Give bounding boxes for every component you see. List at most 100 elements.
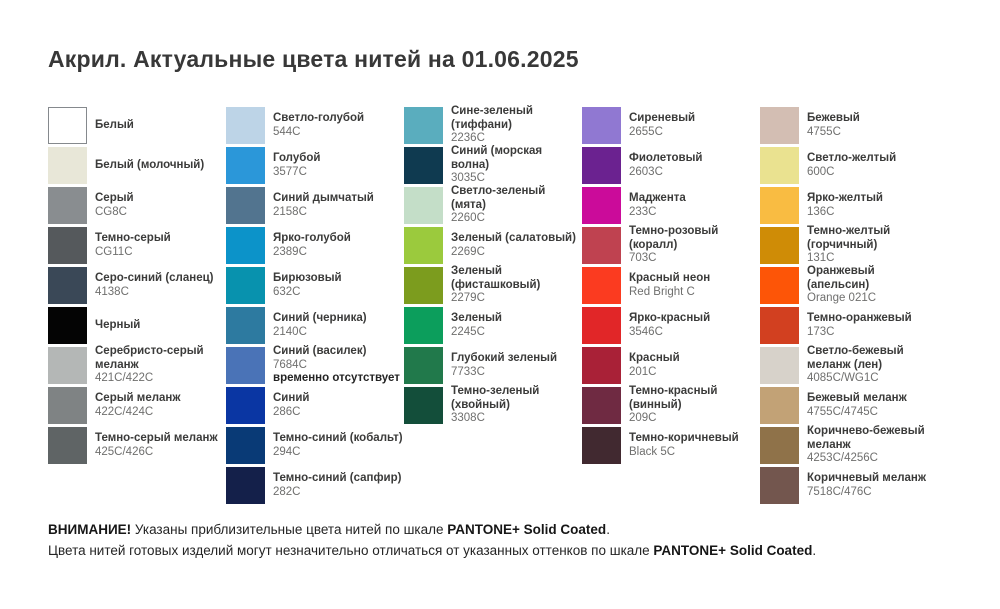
color-meta: Фиолетовый 2603C [629,152,703,179]
color-meta: Бежевый меланж 4755C/4745C [807,392,907,419]
color-swatch [760,427,799,464]
color-name: Темно-розовый (коралл) [629,225,719,251]
color-item: Синий (василек) 7684C временно отсутству… [226,345,404,386]
color-name: Синий дымчатый [273,192,374,204]
color-name: Темно-синий (кобальт) [273,432,403,444]
color-swatch [760,387,799,424]
color-swatch [582,427,621,464]
color-meta: Белый [95,119,134,133]
pantone-code: Red Bright C [629,285,695,298]
color-swatch [404,147,443,184]
pantone-code: 3308C [451,412,485,425]
color-item: Серебристо-серый меланж 421C/422C [48,345,226,386]
color-name: Синий (черника) [273,312,367,324]
color-name: Светло-зеленый (мята) [451,185,546,211]
color-meta: Серебристо-серый меланж 421C/422C [95,345,204,386]
color-meta: Оранжевый (апельсин) Orange 021C [807,265,938,306]
color-name: Фиолетовый [629,152,703,164]
color-name: Серый [95,192,134,204]
color-name: Маджента [629,192,686,204]
pantone-code: 421C/422C [95,372,154,385]
color-item: Белый [48,107,226,144]
color-name: Ярко-желтый [807,192,883,204]
color-name: Оранжевый (апельсин) [807,265,875,291]
color-swatch [760,307,799,344]
pantone-code: 7518C/476C [807,485,872,498]
color-item: Маджента 233C [582,187,760,224]
color-swatch [404,107,443,144]
attention-label: ВНИМАНИЕ! [48,522,132,537]
color-swatch [582,307,621,344]
pantone-code: 286C [273,405,301,418]
color-swatch [226,267,265,304]
color-item: Черный [48,307,226,344]
pantone-code: 544C [273,125,301,138]
pantone-code: 4138C [95,285,129,298]
color-swatch [404,347,443,384]
color-swatch [582,347,621,384]
color-meta: Красный неон Red Bright C [629,272,710,299]
pantone-code: 3546C [629,325,663,338]
color-item: Серый меланж 422C/424C [48,387,226,424]
color-item: Белый (молочный) [48,147,226,184]
color-name: Бежевый [807,112,860,124]
color-meta: Ярко-желтый 136C [807,192,883,219]
color-name: Серый меланж [95,392,181,404]
pantone-code: 2389C [273,245,307,258]
pantone-code: 131C [807,252,835,265]
color-meta: Синий (черника) 2140C [273,312,367,339]
color-meta: Синий (морская волна) 3035C [451,145,582,186]
color-name: Ярко-красный [629,312,711,324]
color-meta: Темно-розовый (коралл) 703C [629,225,760,266]
color-item: Зеленый (фисташковый) 2279C [404,265,582,306]
color-swatch [226,347,265,384]
color-meta: Коричнево-бежевый меланж 4253C/4256C [807,425,938,466]
color-swatch [48,267,87,304]
color-swatch [760,147,799,184]
color-swatch [48,107,87,144]
color-swatch [404,267,443,304]
color-meta: Бежевый 4755C [807,112,860,139]
pantone-code: 294C [273,445,301,458]
color-meta: Темно-серый CG11C [95,232,171,259]
color-swatch [404,187,443,224]
color-item: Светло-зеленый (мята) 2260C [404,185,582,224]
color-item: Светло-бежевый меланж (лен) 4085C/WG1C [760,345,938,386]
color-meta: Белый (молочный) [95,159,204,173]
color-item: Синий 286C [226,387,404,424]
color-item: Фиолетовый 2603C [582,147,760,184]
color-item: Темно-серый меланж 425C/426C [48,427,226,464]
color-item: Светло-голубой 544C [226,107,404,144]
color-meta: Светло-бежевый меланж (лен) 4085C/WG1C [807,345,938,386]
palette-grid: Белый Белый (молочный) Серый CG8C Темно-… [48,105,938,507]
color-item: Темно-розовый (коралл) 703C [582,225,760,266]
color-name: Бежевый меланж [807,392,907,404]
pantone-code: 703C [629,252,657,265]
color-meta: Синий (василек) 7684C временно отсутству… [273,345,400,386]
pantone-code: 201C [629,365,657,378]
palette-column: Белый Белый (молочный) Серый CG8C Темно-… [48,107,226,507]
pantone-code: CG11C [95,245,133,258]
color-meta: Маджента 233C [629,192,686,219]
color-swatch [226,187,265,224]
color-item: Серый CG8C [48,187,226,224]
color-meta: Голубой 3577C [273,152,320,179]
color-meta: Синий дымчатый 2158C [273,192,374,219]
color-meta: Ярко-красный 3546C [629,312,710,339]
color-name: Коричневый меланж [807,472,927,484]
color-meta: Ярко-голубой 2389C [273,232,351,259]
color-meta: Серо-синий (сланец) 4138C [95,272,214,299]
pantone-code: 425C/426C [95,445,154,458]
color-meta: Зеленый (фисташковый) 2279C [451,265,582,306]
color-name: Серебристо-серый меланж [95,345,204,371]
palette-column: Сиреневый 2655C Фиолетовый 2603C Маджент… [582,107,760,507]
color-item: Оранжевый (апельсин) Orange 021C [760,265,938,306]
color-meta: Синий 286C [273,392,309,419]
color-swatch [582,387,621,424]
color-item: Зеленый 2245C [404,307,582,344]
color-meta: Сиреневый 2655C [629,112,695,139]
color-item: Красный неон Red Bright C [582,267,760,304]
pantone-code: 136C [807,205,835,218]
pantone-code: 4085C/WG1C [807,372,879,385]
pantone-code: 7684C [273,358,307,371]
